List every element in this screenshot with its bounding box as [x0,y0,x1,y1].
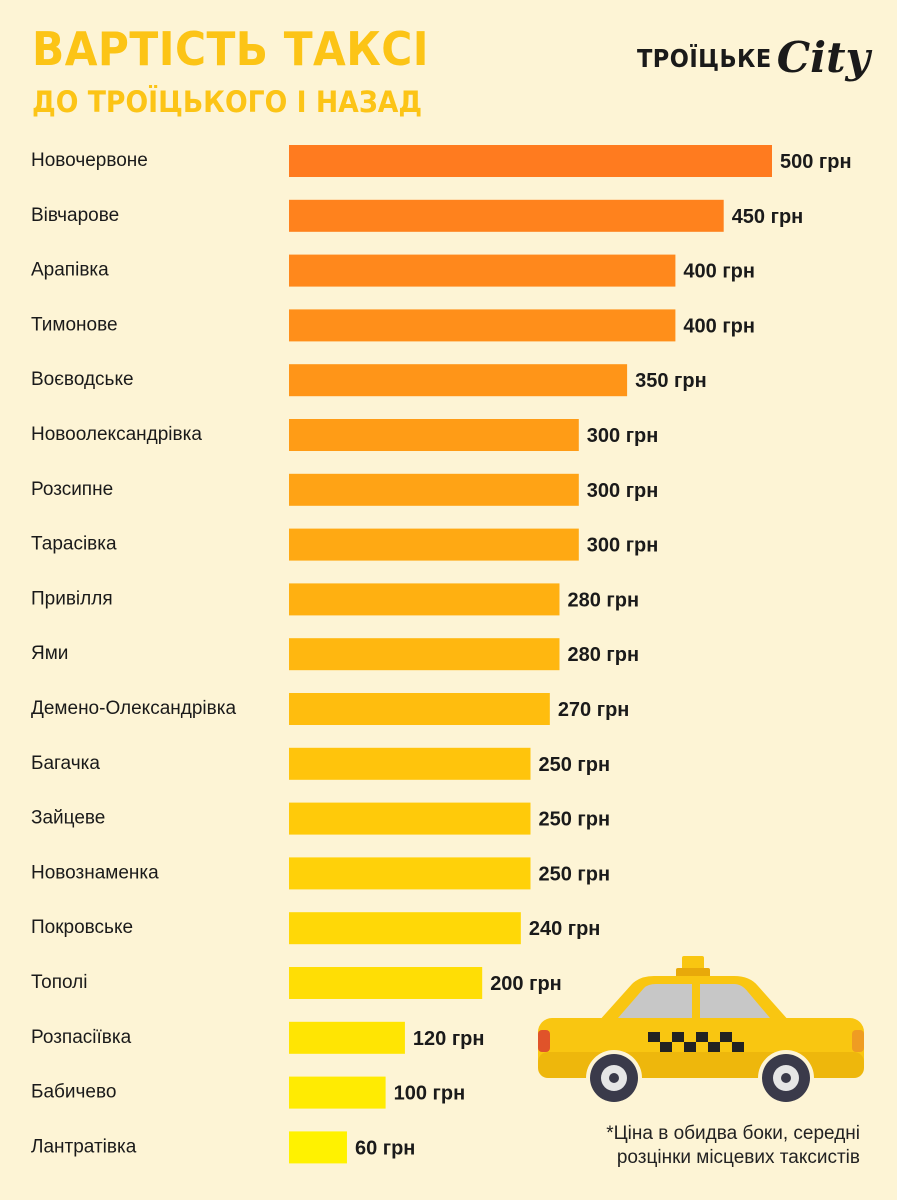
value-label: 120 грн [413,1028,485,1050]
bar [289,857,531,890]
chart-title: ВАРТІСТЬ ТАКСІ [32,22,430,76]
category-label: Новоолександрівка [31,424,202,445]
category-label: Багачка [31,753,100,774]
category-label: Привілля [31,588,113,609]
bar [289,583,560,616]
value-label: 300 грн [587,425,659,447]
bar [289,638,560,671]
value-label: 60 грн [355,1137,415,1159]
value-label: 280 грн [567,644,639,666]
value-label: 200 грн [490,973,562,995]
taxi-icon [538,956,864,1106]
category-label: Зайцеве [31,808,105,829]
bar [289,254,676,287]
bar [289,1076,386,1109]
bar [289,199,724,232]
bar [289,364,628,397]
chart-subtitle: ДО ТРОЇЦЬКОГО І НАЗАД [32,85,423,119]
category-label: Арапівка [31,260,109,281]
logo-name: ТРОЇЦЬКЕ [637,43,772,73]
value-label: 400 грн [683,315,755,337]
category-label: Тимонове [31,314,118,335]
bar [289,1021,405,1054]
category-label: Воєводське [31,369,134,390]
bar [289,528,579,561]
footnote-line-1: *Ціна в обидва боки, середні [606,1123,860,1144]
value-label: 250 грн [539,863,611,885]
value-label: 350 грн [635,370,707,392]
footnote-line-2: розцінки місцевих таксистів [616,1147,860,1168]
category-label: Новочервоне [31,150,148,171]
category-label: Бабичево [31,1082,116,1103]
value-label: 400 грн [683,261,755,283]
bar [289,1131,347,1164]
value-label: 240 грн [529,918,601,940]
value-label: 300 грн [587,535,659,557]
value-label: 300 грн [587,480,659,502]
value-label: 450 грн [732,206,804,228]
value-label: 100 грн [394,1083,466,1105]
bar [289,693,550,725]
value-label: 270 грн [558,699,630,721]
value-label: 250 грн [539,754,611,776]
category-label: Вівчарове [31,205,119,226]
footnote: *Ціна в обидва боки, середні розцінки мі… [520,1122,860,1170]
category-label: Розсипне [31,479,113,500]
bar [289,912,521,945]
category-label: Покровське [31,917,133,938]
category-label: Новознаменка [31,862,159,883]
category-label: Тарасівка [31,534,117,555]
category-label: Лантратівка [31,1136,137,1157]
category-label: Ями [31,643,68,664]
value-label: 500 грн [780,151,852,173]
bar [289,145,772,177]
category-label: Розпасіївка [31,1027,132,1048]
bar [289,473,579,506]
bar [289,747,531,780]
value-label: 250 грн [539,809,611,831]
brand-logo: ТРОЇЦЬКЕ City [637,28,870,88]
bar [289,967,483,999]
logo-city: City [776,33,870,82]
category-label: Демено-Олександрівка [31,698,236,719]
category-label: Тополі [31,972,87,993]
bar [289,309,676,342]
value-label: 280 грн [567,589,639,611]
bar [289,802,531,835]
bar [289,419,579,451]
